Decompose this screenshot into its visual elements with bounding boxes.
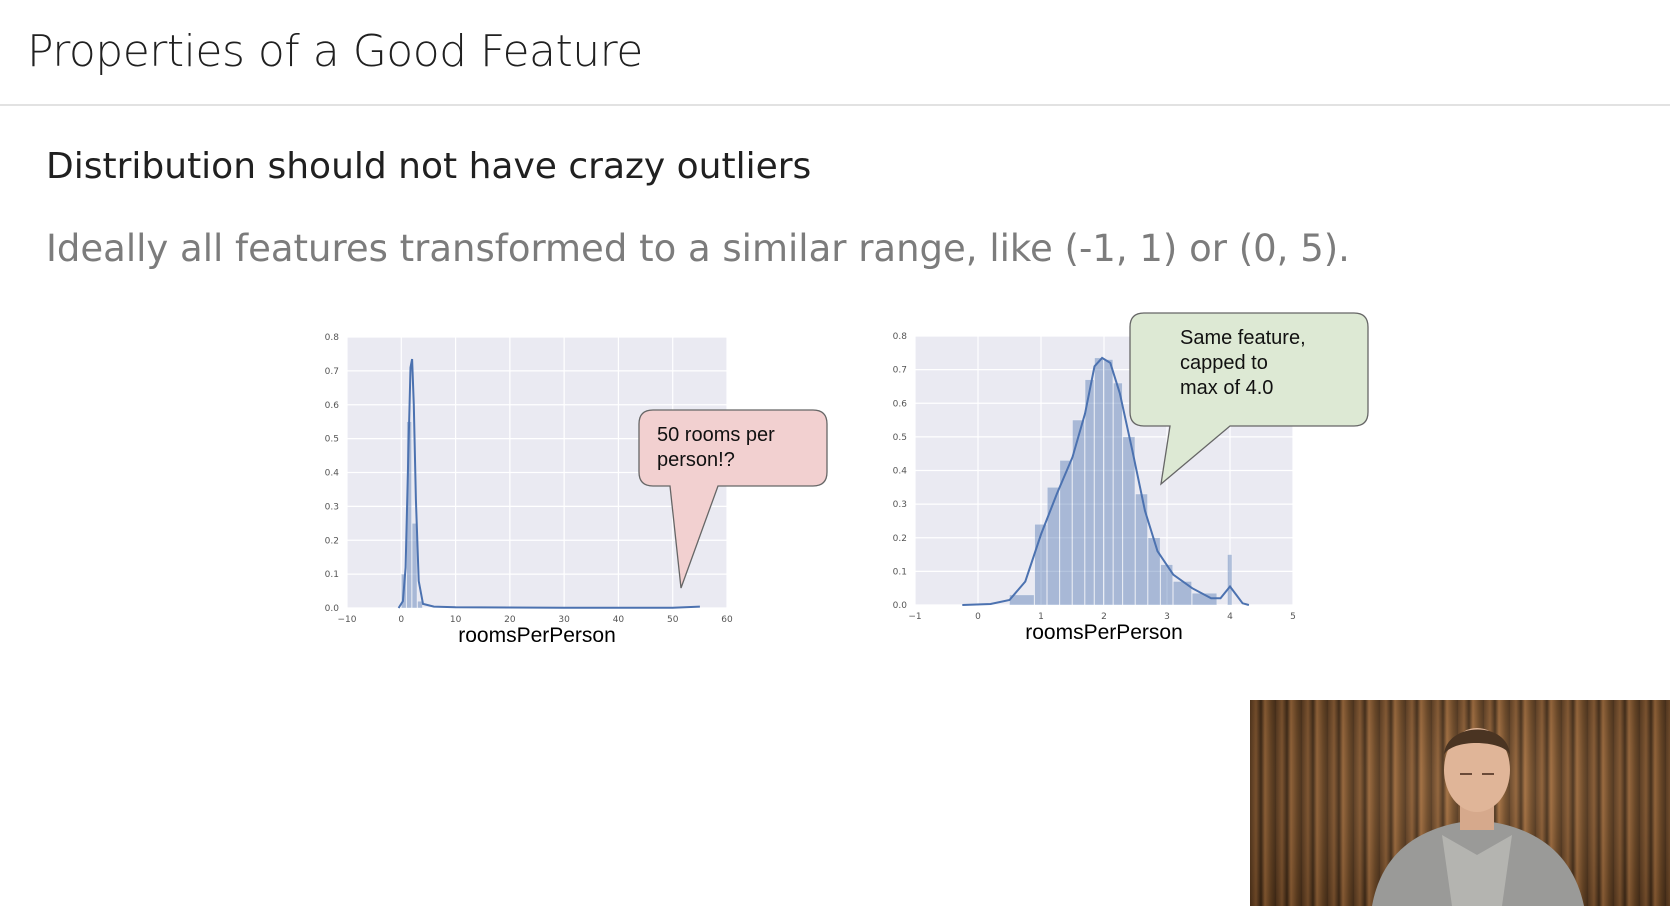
x-tick-label: −1: [908, 612, 921, 622]
histogram-bar: [1122, 436, 1136, 606]
y-tick-label: 0.5: [893, 433, 907, 443]
histogram-bar: [411, 523, 418, 609]
callout-shape: [638, 409, 828, 589]
y-tick-label: 0.1: [325, 570, 339, 580]
x-tick-label: −10: [338, 615, 357, 625]
callout-text-line: max of 4.0: [1180, 377, 1273, 399]
slide-heading: Distribution should not have crazy outli…: [46, 146, 812, 187]
x-tick-label: 50: [667, 615, 679, 625]
x-tick-label: 0: [975, 612, 981, 622]
x-tick-label: 60: [721, 615, 733, 625]
y-tick-label: 0.8: [325, 333, 340, 343]
y-tick-label: 0.4: [325, 469, 340, 479]
x-tick-label: 2: [1101, 612, 1107, 622]
x-tick-label: 5: [1290, 612, 1296, 622]
callout-text-line: capped to: [1180, 352, 1268, 374]
x-axis-label: roomsPerPerson: [1025, 621, 1183, 644]
x-tick-label: 1: [1038, 612, 1044, 622]
callout-bubble: Same feature, capped to max of 4.0: [1129, 312, 1369, 486]
histogram-bar: [1072, 419, 1085, 606]
y-tick-label: 0.2: [325, 536, 339, 546]
y-tick-label: 0.8: [893, 332, 908, 342]
histogram-bar: [1084, 379, 1095, 606]
x-tick-label: 40: [613, 615, 625, 625]
histogram-bar: [1094, 357, 1104, 606]
callout-text-line: person!?: [657, 449, 735, 471]
kde-line: [397, 358, 700, 609]
title-divider: [0, 104, 1670, 106]
x-tick-label: 30: [558, 615, 570, 625]
y-tick-label: 0.4: [893, 467, 908, 477]
histogram-bar: [1147, 537, 1161, 606]
y-tick-label: 0.7: [893, 366, 907, 376]
presenter-video[interactable]: [1250, 700, 1670, 906]
y-tick-label: 0.3: [893, 500, 907, 510]
x-tick-label: 10: [450, 615, 462, 625]
chart-left: −10 0 10 20 30 40 50 60 0.0 0.1 0.2 0.3 0.4 0.5 0.6 0.7…: [325, 333, 828, 647]
callout-text-line: 50 rooms per: [657, 424, 775, 446]
histogram-bar: [1227, 554, 1233, 606]
x-axis-label: roomsPerPerson: [458, 624, 616, 647]
histogram-bar: [1113, 382, 1123, 606]
y-tick-label: 0.2: [893, 534, 907, 544]
y-tick-label: 0.0: [325, 604, 340, 614]
y-tick-label: 0.1: [893, 567, 907, 577]
presenter-video-icon: [1372, 728, 1584, 906]
callout-bubble: 50 rooms per person!?: [638, 409, 828, 589]
x-tick-label: 3: [1164, 612, 1170, 622]
y-tick-label: 0.5: [325, 435, 339, 445]
histogram-bar: [1059, 460, 1073, 606]
callout-shape: [1129, 312, 1369, 486]
kde-line: [962, 356, 1250, 606]
y-tick-label: 0.3: [325, 502, 339, 512]
x-tick-label: 0: [398, 615, 404, 625]
y-tick-label: 0.7: [325, 367, 339, 377]
y-tick-label: 0.6: [893, 399, 908, 409]
y-tick-label: 0.0: [893, 601, 908, 611]
histogram-bar: [1103, 359, 1114, 606]
histogram-bar: [1047, 487, 1060, 606]
x-tick-label: 4: [1227, 612, 1233, 622]
slide-subtext: Ideally all features transformed to a si…: [46, 227, 1350, 270]
chart-right: −1 0 1 2 3 4 5 0.0 0.1 0.2 0.3 0.4 0.5 0.6 0.7 0.8 rooms…: [893, 312, 1369, 644]
y-tick-label: 0.6: [325, 401, 340, 411]
slide-title: Properties of a Good Feature: [27, 26, 643, 77]
callout-text-line: Same feature,: [1180, 327, 1306, 349]
x-tick-label: 20: [504, 615, 516, 625]
